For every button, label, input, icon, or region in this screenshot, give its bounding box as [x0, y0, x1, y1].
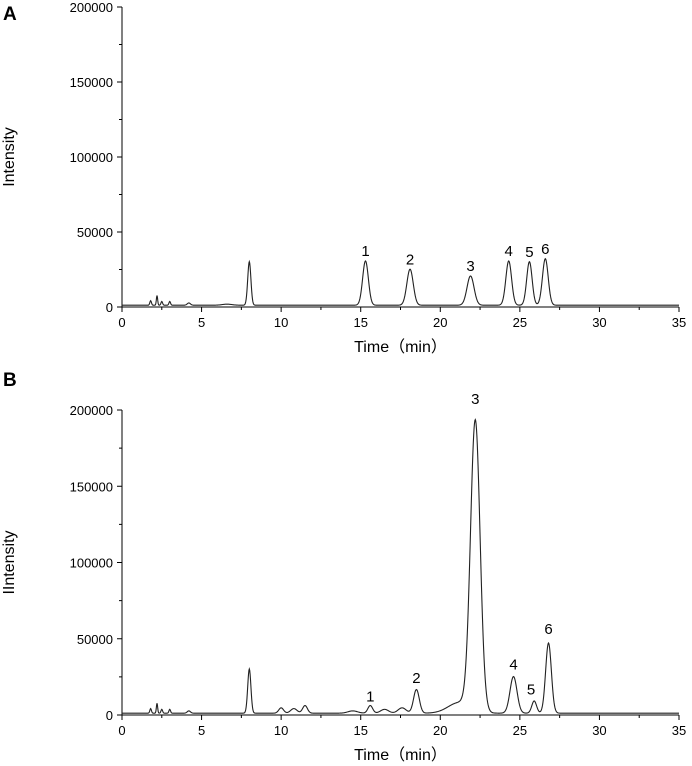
y-tick-label: 0	[106, 708, 113, 723]
x-tick-label: 0	[118, 723, 125, 738]
peak-label-2: 2	[406, 251, 414, 268]
peak-label-6: 6	[541, 241, 549, 258]
y-tick-label: 200000	[70, 403, 113, 418]
peak-label-6: 6	[544, 621, 552, 638]
x-tick-label: 30	[592, 723, 606, 738]
peak-label-3: 3	[471, 391, 479, 408]
y-axis-label: Intensity	[1, 127, 18, 187]
x-axis-label: Time（min）	[354, 338, 447, 356]
chromatogram-a: 0 5 10 15 20 25 30 35050000100000150000200000Ti…	[1, 0, 686, 356]
x-tick-label: 20	[433, 723, 447, 738]
peak-label-4: 4	[505, 243, 513, 260]
chromatogram-b: 0 5 10 15 20 25 30 35050000100000150000200000Ti…	[1, 391, 686, 764]
x-tick-label: 10	[274, 315, 288, 330]
chromatogram-trace	[122, 257, 679, 306]
panel-b-label: B	[3, 370, 17, 391]
peak-label-5: 5	[525, 244, 533, 261]
peak-label-4: 4	[509, 656, 517, 673]
y-tick-label: 0	[106, 300, 113, 315]
x-tick-label: 20	[433, 315, 447, 330]
peak-label-5: 5	[527, 681, 535, 698]
y-tick-label: 100000	[70, 556, 113, 571]
y-tick-label: 100000	[70, 150, 113, 165]
x-tick-label: 25	[513, 315, 527, 330]
x-tick-label: 30	[592, 315, 606, 330]
chromatogram-trace	[122, 418, 679, 714]
x-tick-label: 25	[513, 723, 527, 738]
x-tick-label: 5	[198, 315, 205, 330]
peak-label-1: 1	[361, 243, 369, 260]
peak-label-2: 2	[412, 670, 420, 687]
x-tick-label: 15	[353, 315, 367, 330]
x-tick-label: 35	[672, 723, 686, 738]
y-tick-label: 150000	[70, 75, 113, 90]
x-tick-label: 5	[198, 723, 205, 738]
y-tick-label: 50000	[77, 225, 113, 240]
x-tick-label: 10	[274, 723, 288, 738]
x-tick-label: 15	[353, 723, 367, 738]
y-axis-label: IIntensity	[1, 530, 18, 594]
x-tick-label: 35	[672, 315, 686, 330]
y-tick-label: 50000	[77, 632, 113, 647]
y-tick-label: 200000	[70, 0, 113, 15]
x-tick-label: 0	[118, 315, 125, 330]
y-tick-label: 150000	[70, 479, 113, 494]
peak-label-3: 3	[466, 258, 474, 275]
panel-a-label: A	[3, 4, 17, 25]
x-axis-label: Time（min）	[354, 746, 447, 764]
peak-label-1: 1	[366, 688, 374, 705]
